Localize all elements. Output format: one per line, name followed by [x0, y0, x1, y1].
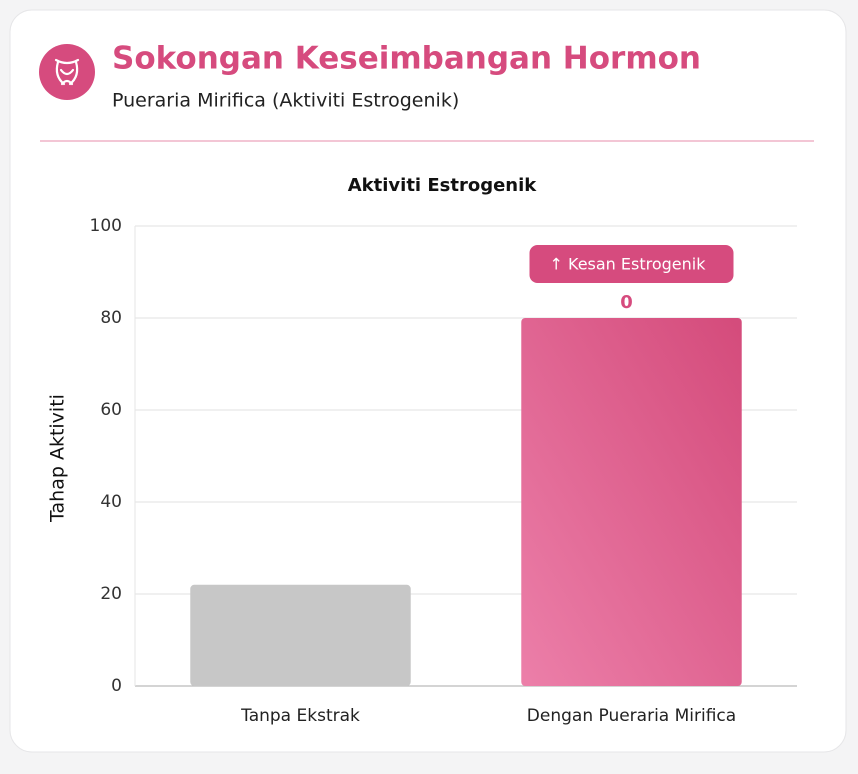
annotation-badge — [529, 245, 734, 283]
chart-title: Aktiviti Estrogenik — [348, 175, 538, 196]
annotation-text: ↑ Kesan Estrogenik — [550, 255, 707, 274]
y-tick-label: 20 — [100, 584, 122, 604]
y-tick-label: 0 — [111, 676, 122, 696]
y-tick-label: 100 — [90, 216, 122, 236]
header-subtitle: Pueraria Mirifica (Aktiviti Estrogenik) — [112, 90, 459, 112]
header-icon — [39, 44, 95, 100]
x-tick-label: Dengan Pueraria Mirifica — [527, 706, 736, 726]
y-tick-label: 80 — [100, 308, 122, 328]
y-tick-label: 60 — [100, 400, 122, 420]
bar — [190, 584, 411, 686]
annotation-text: 0 — [620, 292, 633, 313]
y-tick-label: 40 — [100, 492, 122, 512]
x-tick-label: Tanpa Ekstrak — [240, 706, 360, 726]
header-title: Sokongan Keseimbangan Hormon — [112, 41, 701, 77]
bar — [521, 318, 742, 686]
y-axis-label: Tahap Aktiviti — [47, 394, 69, 523]
